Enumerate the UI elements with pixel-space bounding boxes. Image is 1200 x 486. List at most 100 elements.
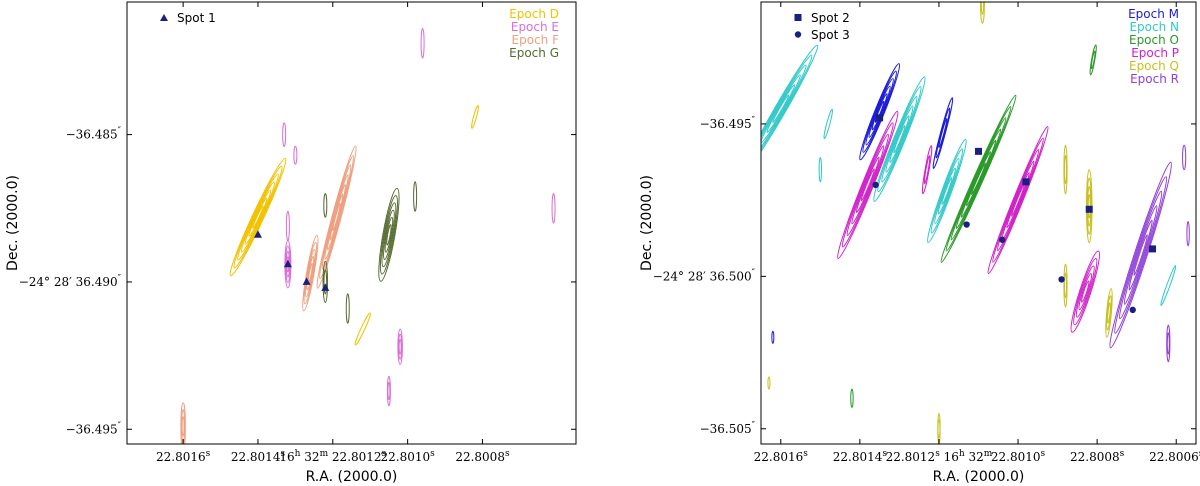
plot-area <box>180 28 556 444</box>
contour-group <box>1166 324 1171 363</box>
contour-level <box>321 164 352 270</box>
legend-marker-entry: Spot 3 <box>794 28 850 42</box>
contour-level <box>960 139 997 218</box>
contour-group <box>927 138 967 244</box>
contour-group <box>979 2 985 24</box>
contour-level <box>771 330 775 344</box>
contour-level <box>383 209 395 260</box>
contour-level <box>237 173 279 261</box>
spot-marker-circle <box>1129 306 1136 314</box>
legend-entry-label: Epoch R <box>1130 72 1179 86</box>
contour-level <box>1160 264 1177 307</box>
spot-marker-circle <box>872 181 879 189</box>
contour-level <box>996 149 1040 252</box>
contour-level <box>1123 205 1158 305</box>
y-tick-label: −24° 28′ 36.500″ <box>653 268 756 283</box>
contour-group <box>823 108 833 140</box>
contour-level <box>823 108 833 140</box>
contour-level <box>180 402 186 444</box>
contour-group <box>932 97 954 169</box>
spot-marker-square <box>1085 205 1093 213</box>
contour-level <box>761 64 807 153</box>
contour-level <box>841 122 894 248</box>
x-tick-label: 22.8010s <box>991 449 1046 464</box>
contour-level <box>305 248 316 298</box>
y-tick-label: −24° 28′ 36.490″ <box>19 274 122 289</box>
legend-marker-entry: Spot 1 <box>160 11 216 25</box>
contour-group <box>837 110 899 259</box>
contour-level <box>930 148 964 234</box>
contour-level <box>945 106 1012 252</box>
plot-frame <box>126 1 577 445</box>
contour-group <box>345 293 350 324</box>
contour-level <box>1109 161 1172 349</box>
contour-level <box>937 419 941 439</box>
contour-level <box>1064 272 1067 299</box>
contour-level <box>1064 154 1067 185</box>
spot-marker-square <box>876 114 884 122</box>
contour-group <box>378 187 400 282</box>
contour-level <box>846 133 889 236</box>
contour-level <box>874 100 885 123</box>
contour-group <box>921 145 933 195</box>
x-tick-label: 22.8016s <box>754 449 809 464</box>
contour-level <box>885 105 914 173</box>
contour-level <box>1106 295 1112 331</box>
legend-marker-label: Spot 1 <box>177 11 216 25</box>
x-tick-label: 22.8016s <box>156 449 211 464</box>
contour-group <box>1182 144 1187 171</box>
contour-level <box>893 125 906 154</box>
x-tick-label: 16h 32m 22.8012s <box>279 449 386 464</box>
contour-group <box>229 157 287 277</box>
contour-group <box>1186 220 1190 247</box>
contour-level <box>851 145 885 225</box>
contour-level <box>934 158 960 224</box>
contour-level <box>323 269 328 295</box>
contour-level <box>932 97 954 169</box>
legend-entry-label: Epoch O <box>1129 33 1179 47</box>
contour-group <box>1160 264 1177 307</box>
contour-group <box>771 330 775 344</box>
x-tick-label: 22.8012s 16h 32m <box>886 449 993 464</box>
contour-level <box>1133 234 1148 276</box>
x-axis-title: R.A. (2000.0) <box>306 469 398 485</box>
spot-marker-square <box>1149 245 1156 253</box>
contour-level <box>855 156 880 213</box>
contour-group <box>987 126 1049 275</box>
plot-frame <box>760 1 1197 445</box>
contour-level <box>1006 172 1030 229</box>
contour-level <box>1128 219 1153 291</box>
contour-group <box>471 105 479 129</box>
legend-entry-label: Epoch N <box>1129 20 1179 34</box>
contour-level <box>766 84 796 133</box>
spot-marker-square <box>1022 178 1030 186</box>
contour-level <box>1063 144 1068 195</box>
legend-marker-label: Spot 2 <box>811 11 850 25</box>
contour-level <box>319 155 354 280</box>
contour-level <box>865 78 894 146</box>
spot-marker-triangle <box>302 277 311 285</box>
contour-level <box>316 145 357 289</box>
contour-level <box>384 216 394 253</box>
contour-level <box>1107 302 1111 324</box>
spot-marker-triangle <box>283 259 292 268</box>
legend-marker-square <box>794 14 802 21</box>
contour-level <box>1078 273 1093 311</box>
contour-level <box>860 168 875 202</box>
contour-level <box>1186 220 1190 247</box>
spot-marker-circle <box>1058 276 1065 283</box>
contour-level <box>850 388 854 408</box>
contour-group <box>316 145 357 289</box>
contour-level <box>938 118 948 149</box>
contour-level <box>927 138 967 244</box>
contour-level <box>1114 176 1168 334</box>
x-tick-label: 22.8008s <box>1070 449 1125 464</box>
contour-level <box>1119 190 1163 320</box>
y-axis-title: Dec. (2000.0) <box>5 175 21 271</box>
contour-level <box>877 86 922 193</box>
legend-entry-label: Epoch M <box>1128 7 1179 21</box>
contour-group <box>940 94 1017 263</box>
contour-group <box>1089 44 1097 76</box>
x-tick-label: 22.8014s <box>833 449 888 464</box>
contour-level <box>1063 263 1068 308</box>
